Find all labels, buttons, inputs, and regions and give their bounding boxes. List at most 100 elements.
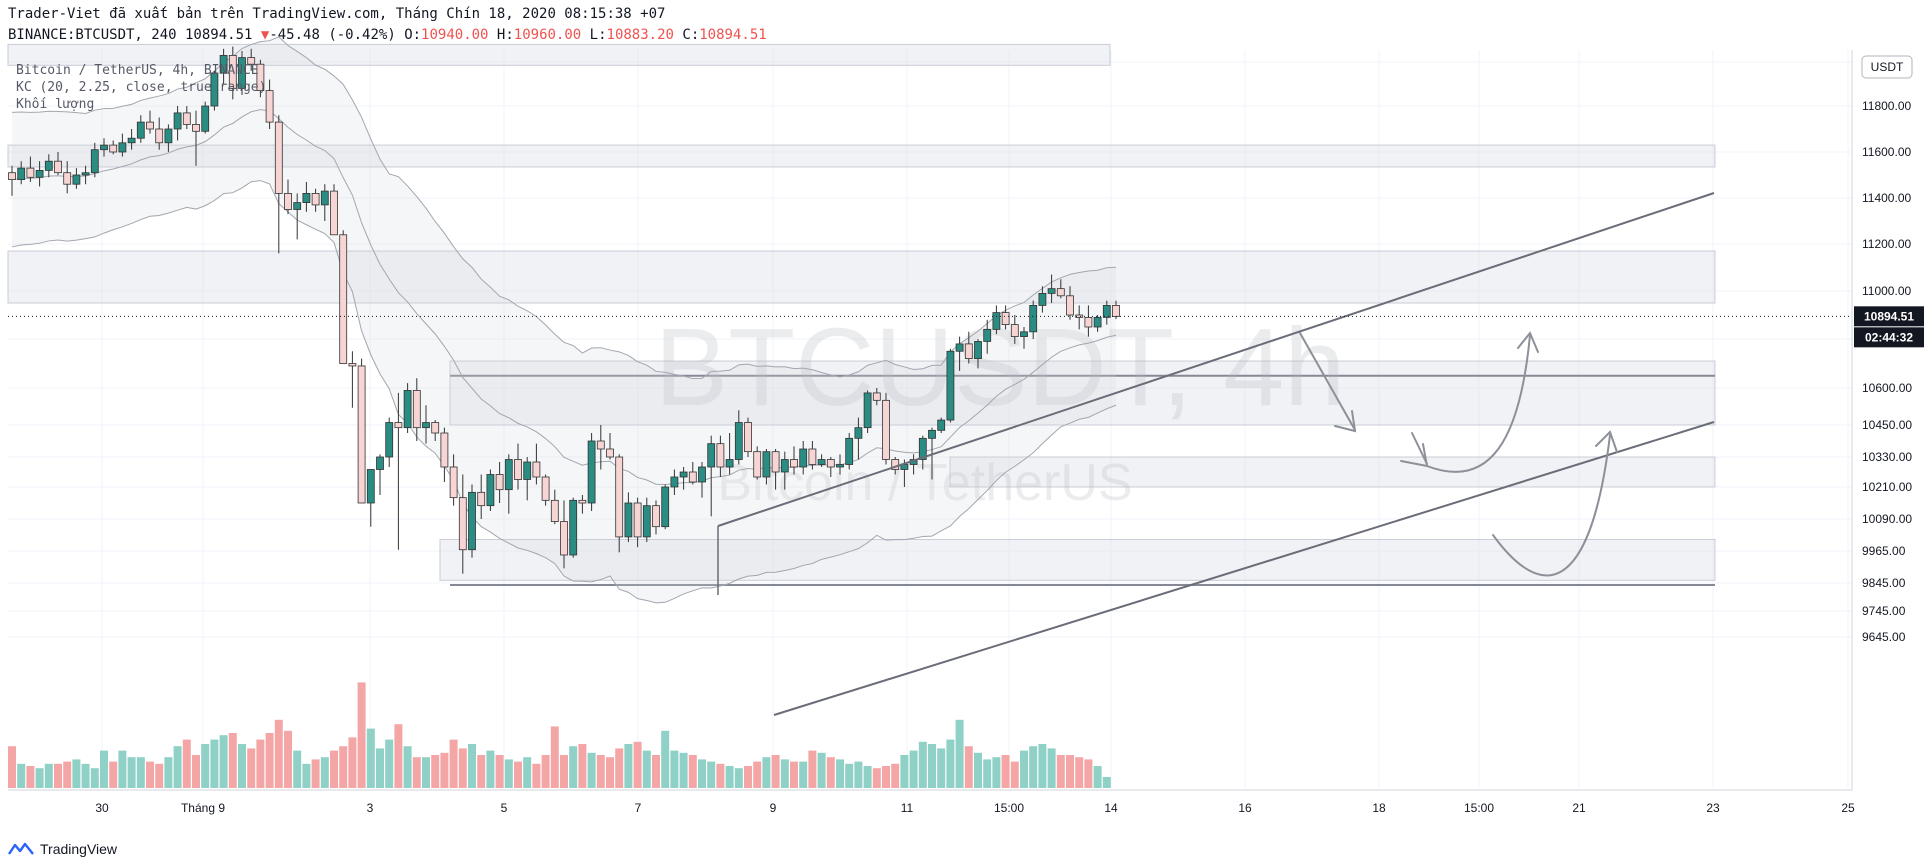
candle-body-68 [633, 502, 642, 538]
candle-63 [587, 433, 596, 511]
candle-99 [918, 435, 927, 470]
volume-bar-50 [468, 744, 476, 788]
arrow-up-curve-1-head [1517, 331, 1539, 353]
candle-body-69 [642, 505, 651, 538]
candle-118 [1093, 315, 1102, 332]
candle-body-85 [790, 459, 798, 468]
candle-42 [394, 392, 403, 550]
price-tick-9: 10330.00 [1862, 450, 1912, 464]
candle-37 [348, 351, 357, 408]
volume-bar-47 [440, 752, 449, 788]
candle-body-2 [26, 167, 35, 178]
candle-body-44 [412, 390, 421, 429]
volume-bar-118 [1093, 766, 1102, 788]
volume-bar-45 [422, 757, 430, 788]
currency-badge [1861, 55, 1913, 79]
candle-70 [652, 500, 660, 535]
volume-bar-112 [1038, 744, 1047, 788]
candle-body-9 [90, 149, 99, 174]
price-tick-8: 10450.00 [1862, 418, 1912, 432]
currency-badge-label[interactable]: USDT [1871, 60, 1904, 74]
volume-bar-42 [394, 724, 403, 788]
volume-bar-63 [587, 752, 596, 788]
candle-56 [523, 457, 532, 501]
candle-71 [661, 484, 670, 530]
candle-body-94 [872, 392, 881, 401]
candle-93 [863, 390, 872, 433]
candle-body-26 [247, 57, 256, 65]
candle-51 [477, 474, 486, 519]
candle-body-38 [357, 365, 366, 504]
candle-103 [955, 336, 964, 371]
candle-58 [541, 474, 550, 506]
volume-bar-83 [771, 755, 780, 788]
legend-series[interactable]: Bitcoin / TetherUS, 4h, BINANCE [16, 63, 259, 78]
candle-body-64 [596, 440, 605, 450]
volume-bar-19 [182, 739, 191, 788]
candle-26 [247, 48, 256, 71]
volume-bar-28 [265, 733, 274, 788]
candle-body-86 [799, 448, 808, 468]
volume-bar-65 [606, 757, 614, 788]
candle-body-55 [514, 459, 522, 480]
candle-body-35 [330, 190, 338, 236]
volume-bar-14 [136, 757, 145, 788]
candle-body-87 [808, 448, 817, 465]
candle-body-99 [918, 437, 927, 460]
candle-body-58 [541, 476, 550, 501]
candle-115 [1066, 286, 1074, 320]
candle-92 [854, 417, 863, 460]
candle-72 [670, 469, 679, 495]
volume-bar-48 [449, 739, 458, 788]
candle-22 [210, 70, 219, 111]
candle-body-103 [955, 343, 964, 352]
candle-body-49 [458, 497, 467, 551]
candle-52 [486, 469, 495, 511]
candle-48 [449, 454, 458, 506]
last-price-label: 10894.51 [1864, 309, 1914, 323]
volume-bar-0 [8, 746, 16, 788]
candle-19 [182, 106, 191, 129]
candle-body-0 [8, 172, 16, 180]
candle-4 [44, 154, 53, 178]
legend-volume[interactable]: Khối lượng [16, 97, 95, 112]
high-value: 10960.00 [513, 27, 582, 43]
candle-body-96 [891, 459, 900, 470]
candle-body-71 [661, 486, 670, 528]
candle-body-53 [495, 474, 504, 491]
volume-bar-101 [937, 748, 946, 788]
volume-bar-34 [320, 757, 329, 788]
footer[interactable]: TradingView [8, 841, 117, 857]
volume-bar-92 [854, 761, 863, 788]
candle-46 [431, 420, 440, 441]
volume-bar-33 [311, 759, 320, 788]
volume-bar-62 [578, 744, 587, 788]
price-tick-1: 11800.00 [1862, 99, 1911, 113]
volume-bar-55 [514, 761, 522, 788]
volume-bar-32 [302, 763, 311, 788]
candle-117 [1084, 305, 1093, 337]
candle-101 [937, 417, 946, 433]
volume-bar-119 [1102, 777, 1111, 788]
candle-body-11 [109, 144, 118, 153]
candle-body-106 [983, 328, 992, 342]
candle-body-93 [863, 392, 872, 429]
candle-body-32 [302, 192, 311, 203]
candle-45 [422, 405, 430, 444]
volume-bar-104 [964, 746, 973, 788]
candle-30 [284, 179, 292, 215]
zone-rect-0 [7, 43, 1111, 66]
candle-39 [366, 469, 375, 527]
volume-bar-36 [339, 746, 348, 788]
candle-body-16 [155, 128, 164, 144]
candle-12 [118, 133, 127, 157]
kc-upper-line [11, 36, 1117, 380]
volume-bar-60 [560, 755, 568, 788]
volume-bar-70 [652, 755, 660, 788]
legend-indicator[interactable]: KC (20, 2.25, close, true range) [16, 80, 267, 95]
candle-95 [882, 392, 890, 465]
kc-lower-line [11, 180, 1117, 604]
candle-body-113 [1047, 288, 1056, 294]
candle-body-36 [339, 234, 348, 364]
